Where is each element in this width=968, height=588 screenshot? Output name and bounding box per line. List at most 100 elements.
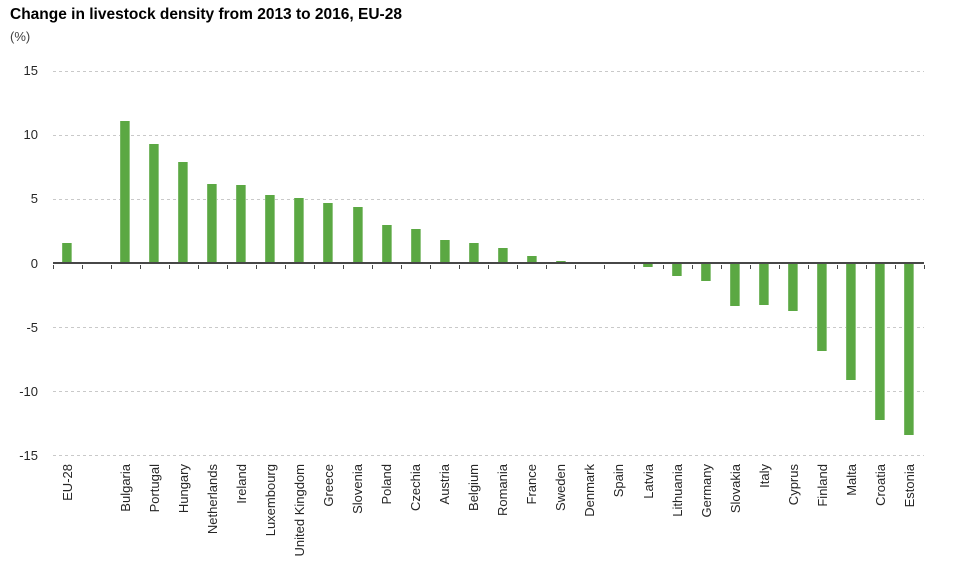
x-axis-label-text: Malta — [843, 464, 859, 496]
x-axis-label-portugal: Portugal — [140, 464, 169, 588]
bar-austria — [439, 240, 450, 264]
x-axis-tick — [662, 264, 664, 269]
x-axis-label-text: Luxembourg — [262, 464, 278, 537]
x-axis-tick — [110, 264, 112, 269]
gridline--15 — [52, 455, 924, 457]
bar-luxembourg — [265, 195, 276, 264]
x-axis-label-estonia: Estonia — [895, 464, 924, 588]
x-axis-tick — [924, 264, 925, 269]
bar-united-kingdom — [294, 198, 305, 264]
x-axis-tick — [778, 264, 780, 269]
x-axis-tick — [488, 264, 490, 269]
gridline-15 — [52, 70, 924, 72]
x-axis-label-ireland: Ireland — [227, 464, 256, 588]
x-axis-tick — [343, 264, 344, 269]
bar-czechia — [410, 228, 421, 264]
y-axis-tick-label: 15 — [23, 63, 38, 78]
x-axis-label-croatia: Croatia — [866, 464, 895, 588]
x-axis-label-text: EU-28 — [59, 464, 75, 501]
x-axis-label-text: Estonia — [901, 464, 917, 508]
bar-france — [526, 255, 537, 264]
x-axis-label-text: Slovakia — [727, 464, 743, 514]
bar-portugal — [149, 144, 160, 264]
bar-poland — [381, 225, 392, 264]
x-axis-tick — [633, 264, 635, 269]
bar-ireland — [236, 185, 247, 264]
y-axis-tick-label: -10 — [19, 383, 38, 399]
x-axis-tick — [139, 264, 141, 269]
x-axis-label-malta: Malta — [837, 464, 866, 588]
x-axis-tick — [372, 264, 374, 269]
x-axis-label-united-kingdom: United Kingdom — [285, 464, 314, 588]
x-axis-label-lithuania: Lithuania — [663, 464, 692, 588]
x-axis-label-france: France — [517, 464, 546, 588]
x-axis-tick — [720, 264, 722, 269]
x-axis-label-text: Portugal — [146, 464, 162, 513]
bar-finland — [817, 263, 828, 351]
x-axis-label-text: Finland — [814, 464, 830, 507]
bar-slovakia — [730, 263, 741, 306]
x-axis-label-text: Croatia — [872, 464, 888, 506]
gridline--10 — [52, 391, 924, 393]
x-axis-tick — [197, 264, 199, 269]
x-axis-tick — [604, 264, 606, 269]
x-axis-label-text: Cyprus — [785, 464, 801, 506]
x-axis-tick — [517, 264, 519, 269]
x-axis-label-text: Italy — [756, 464, 772, 488]
chart-title: Change in livestock density from 2013 to… — [10, 6, 402, 23]
x-axis-tick — [226, 264, 228, 269]
y-axis-tick-label: 0 — [30, 255, 38, 271]
x-axis-label-text: Belgium — [466, 464, 482, 511]
x-axis-label-slovenia: Slovenia — [343, 464, 372, 588]
x-axis-label-sweden: Sweden — [546, 464, 575, 588]
bar-malta — [846, 263, 857, 381]
x-axis-label-text: Hungary — [175, 464, 191, 514]
x-axis-tick — [81, 264, 83, 269]
x-axis-label-greece: Greece — [314, 464, 343, 588]
x-axis-label-austria: Austria — [430, 464, 459, 588]
x-axis-tick — [284, 264, 286, 269]
bar-latvia — [643, 263, 654, 268]
x-axis-label-text: Austria — [437, 464, 453, 505]
x-axis-tick — [313, 264, 315, 269]
x-axis-label-text: Netherlands — [204, 464, 220, 535]
x-axis-tick — [749, 264, 751, 269]
x-axis-label-text: Slovenia — [350, 464, 366, 514]
x-axis-label-netherlands: Netherlands — [198, 464, 227, 588]
x-axis-tick — [459, 264, 461, 269]
bar-belgium — [468, 242, 479, 264]
bar-lithuania — [672, 263, 683, 277]
x-axis-label-text: Romania — [495, 464, 511, 517]
x-axis-tick — [807, 264, 809, 269]
x-axis-label-italy: Italy — [750, 464, 779, 588]
x-axis-label-text: Latvia — [640, 464, 656, 499]
gridline-5 — [52, 198, 924, 200]
bar-greece — [323, 203, 334, 264]
x-axis-label-slovakia: Slovakia — [721, 464, 750, 588]
x-axis-label-bulgaria: Bulgaria — [111, 464, 140, 588]
x-axis-label-germany: Germany — [692, 464, 721, 588]
y-axis-tick-label: 10 — [23, 127, 38, 143]
x-axis-tick — [546, 264, 548, 269]
bar-bulgaria — [120, 121, 131, 264]
x-axis-label-text: Ireland — [233, 464, 249, 504]
x-axis-label-text: United Kingdom — [291, 464, 307, 557]
bar-croatia — [875, 263, 886, 421]
gridline--5 — [52, 327, 924, 329]
x-axis-label-cyprus: Cyprus — [779, 464, 808, 588]
bar-romania — [497, 248, 508, 264]
y-axis-tick-label: -5 — [26, 319, 38, 335]
x-axis-tick — [168, 264, 170, 269]
x-axis-tick — [401, 264, 403, 269]
bar-netherlands — [207, 183, 218, 264]
x-axis-label-poland: Poland — [372, 464, 401, 588]
x-axis-tick — [430, 264, 432, 269]
x-axis-label-finland: Finland — [808, 464, 837, 588]
x-axis-tick — [836, 264, 838, 269]
chart-unit-label: (%) — [10, 29, 31, 44]
bar-estonia — [904, 263, 915, 436]
x-axis-label-text: Denmark — [582, 464, 598, 517]
x-axis-label-latvia: Latvia — [634, 464, 663, 588]
x-axis-label-denmark: Denmark — [575, 464, 604, 588]
